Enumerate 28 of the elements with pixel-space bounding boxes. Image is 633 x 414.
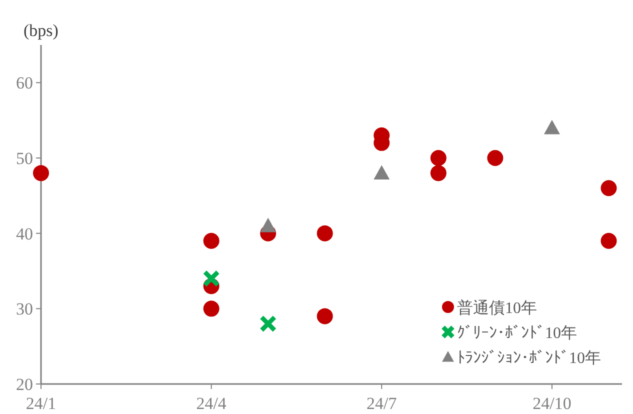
y-tick-label: 60: [16, 74, 33, 93]
point: [316, 225, 333, 242]
legend-label: ﾄﾗﾝｼﾞｼｮﾝ･ﾎﾞﾝﾄﾞ10年: [457, 349, 601, 367]
x-tick-label: 24/4: [196, 394, 227, 413]
legend-label: 普通債10年: [457, 299, 537, 317]
x-tick-label: 24/7: [366, 394, 398, 413]
y-axis-title: (bps): [24, 21, 58, 40]
legend-label: ｸﾞﾘｰﾝ･ﾎﾞﾝﾄﾞ10年: [457, 324, 577, 342]
point: [316, 308, 333, 324]
point: [259, 315, 277, 332]
point: [203, 300, 220, 317]
point: [600, 232, 617, 249]
point: [544, 120, 560, 134]
x-tick-label: 24/10: [532, 394, 572, 413]
point: [430, 165, 446, 182]
point: [374, 165, 390, 180]
y-tick-label: 20: [16, 375, 33, 394]
point: [202, 270, 220, 288]
y-tick-label: 40: [16, 224, 33, 244]
point: [203, 232, 220, 249]
point: [260, 218, 276, 232]
y-tick-label: 30: [16, 300, 33, 319]
point: [600, 180, 617, 196]
point: [487, 150, 504, 166]
x-tick-label: 24/1: [26, 394, 56, 413]
point: [33, 165, 49, 182]
y-tick-label: 50: [16, 149, 33, 168]
point: [430, 150, 446, 166]
